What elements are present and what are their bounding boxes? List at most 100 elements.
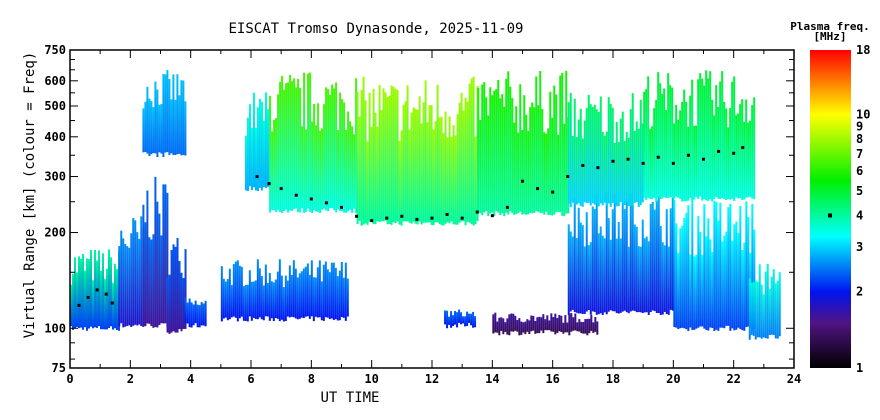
heatmap-cell xyxy=(778,272,781,337)
trace-point xyxy=(505,205,509,209)
heatmap-cell xyxy=(581,225,584,315)
x-tick-label: 12 xyxy=(425,372,439,386)
heatmap-cell xyxy=(665,110,668,199)
heatmap-cell xyxy=(689,95,692,198)
heatmap-cell xyxy=(774,283,777,339)
heatmap-cell xyxy=(575,137,578,205)
heatmap-cell xyxy=(653,209,656,312)
heatmap-cell xyxy=(506,318,509,335)
heatmap-cell xyxy=(76,272,78,327)
heatmap-cell xyxy=(98,250,100,327)
heatmap-cell xyxy=(599,226,602,314)
heatmap-cell xyxy=(481,84,484,216)
heatmap-cell xyxy=(456,312,459,328)
heatmap-cell xyxy=(276,271,279,319)
heatmap-cell xyxy=(649,129,652,199)
heatmap-cell xyxy=(400,130,403,226)
heatmap-cell xyxy=(260,276,263,320)
heatmap-cell xyxy=(760,284,763,339)
heatmap-cell xyxy=(347,111,350,212)
heatmap-cell xyxy=(741,250,744,331)
trace-point xyxy=(490,214,494,218)
heatmap-cell xyxy=(591,206,594,312)
heatmap-cell xyxy=(388,95,391,225)
heatmap-cell xyxy=(560,315,563,333)
heatmap-cell xyxy=(466,311,469,326)
heatmap-cell xyxy=(691,197,694,330)
heatmap-cell xyxy=(627,137,630,207)
heatmap-cell xyxy=(754,280,757,340)
trace-point xyxy=(445,212,449,216)
heatmap-cell xyxy=(343,102,346,213)
heatmap-cell xyxy=(182,80,185,155)
heatmap-cell xyxy=(693,256,696,330)
trace-point xyxy=(596,166,600,170)
heatmap-cell xyxy=(697,216,700,328)
heatmap-cell xyxy=(671,197,674,311)
x-tick-label: 2 xyxy=(127,372,134,386)
heatmap-cell xyxy=(661,94,664,199)
heatmap-cell xyxy=(635,121,638,203)
heatmap-cell xyxy=(112,282,114,330)
heatmap-cell xyxy=(505,78,508,213)
heatmap-cell xyxy=(180,80,183,156)
heatmap-cell xyxy=(580,321,583,334)
heatmap-cell xyxy=(332,262,335,321)
heatmap-cell xyxy=(681,101,684,202)
heatmap-cell xyxy=(322,264,325,321)
heatmap-cell xyxy=(546,315,549,331)
heatmap-cell xyxy=(677,119,680,198)
heatmap-cell xyxy=(745,201,748,328)
heatmap-cell xyxy=(625,199,628,313)
heatmap-cell xyxy=(715,85,718,198)
heatmap-cell xyxy=(90,250,92,327)
heatmap-cell xyxy=(297,78,300,213)
heatmap-cell xyxy=(192,304,195,326)
heatmap-cell xyxy=(709,71,712,200)
heatmap-cell xyxy=(410,112,413,224)
heatmap-cell xyxy=(731,81,734,199)
heatmap-cell xyxy=(669,208,672,310)
heatmap-cell xyxy=(679,110,682,199)
heatmap-cell xyxy=(639,246,642,313)
heatmap-cell xyxy=(279,81,282,212)
heatmap-cell xyxy=(552,317,555,332)
heatmap-cell xyxy=(545,133,548,212)
trace-point xyxy=(671,161,675,165)
heatmap-cell xyxy=(88,259,90,329)
heatmap-cell xyxy=(530,315,533,332)
heatmap-cell xyxy=(472,76,475,226)
heatmap-cell xyxy=(699,232,702,327)
heatmap-cell xyxy=(619,238,622,313)
heatmap-cell xyxy=(323,104,326,209)
heatmap-cell xyxy=(591,107,594,204)
trace-point xyxy=(385,216,389,220)
heatmap-cell xyxy=(269,95,272,213)
heatmap-cell xyxy=(541,109,544,213)
heatmap-cell xyxy=(603,238,606,313)
heatmap-cell xyxy=(416,109,419,225)
heatmap-cell xyxy=(325,87,328,211)
heatmap-cell xyxy=(282,287,285,322)
heatmap-cell xyxy=(643,238,646,313)
trace-point xyxy=(255,175,259,179)
heatmap-cell xyxy=(764,271,767,339)
heatmap-cell xyxy=(681,225,684,328)
heatmap-cell xyxy=(284,275,287,322)
heatmap-cell xyxy=(596,321,599,335)
heatmap-cell xyxy=(512,313,515,332)
heatmap-cell xyxy=(693,125,696,200)
heatmap-cell xyxy=(595,194,598,315)
heatmap-cell xyxy=(300,271,303,318)
heatmap-cell xyxy=(762,294,765,338)
heatmap-cell xyxy=(366,141,369,225)
y-tick-label: 600 xyxy=(44,74,66,88)
heatmap-cell xyxy=(551,117,554,216)
heatmap-cell xyxy=(735,221,738,330)
heatmap-cell xyxy=(434,121,437,223)
heatmap-cell xyxy=(770,276,773,335)
heatmap-cell xyxy=(406,85,409,222)
heatmap-cell xyxy=(751,105,754,199)
heatmap-cell xyxy=(202,303,205,326)
heatmap-cell xyxy=(186,302,189,324)
